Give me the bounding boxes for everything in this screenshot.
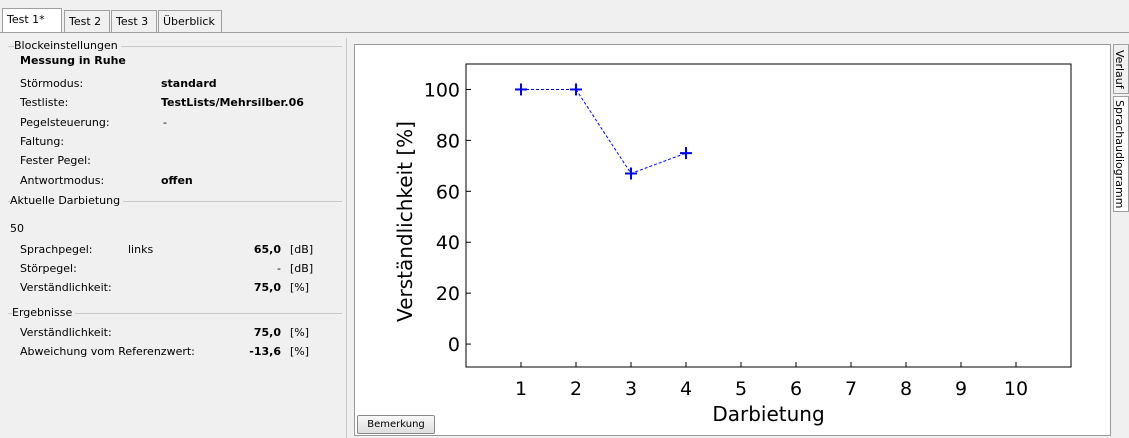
tab-sprachaudiogramm[interactable]: Sprachaudiogramm: [1113, 96, 1129, 212]
deviation-label: Abweichung vom Referenzwert:: [20, 345, 195, 358]
plot-frame: [465, 63, 1072, 368]
x-tick-label: 4: [680, 378, 692, 400]
x-tick-label: 9: [955, 378, 967, 400]
results-intelligibility-label: Verständlichkeit:: [20, 326, 112, 339]
left-panel: Blockeinstellungen Messung in Ruhe Störm…: [8, 38, 347, 438]
antwortmodus-label: Antwortmodus:: [20, 174, 105, 187]
stoermodus-value: standard: [161, 77, 217, 90]
stoerpegel-label: Störpegel:: [20, 262, 77, 275]
pegelsteuerung-label: Pegelsteuerung:: [20, 116, 110, 129]
remark-button[interactable]: Bemerkung: [357, 415, 435, 434]
x-tick-label: 10: [1004, 378, 1028, 400]
tab-test-1[interactable]: Test 1*: [2, 8, 62, 33]
sprachpegel-side: links: [128, 243, 154, 256]
faltung-label: Faltung:: [20, 135, 65, 148]
antwortmodus-value: offen: [161, 174, 193, 187]
current-intelligibility-unit: [%]: [290, 281, 310, 294]
x-tick-label: 3: [625, 378, 637, 400]
series-line: [521, 88, 687, 175]
y-axis-label: Verständlichkeit [%]: [393, 121, 417, 322]
current-presentation-number: 50: [10, 222, 24, 235]
y-tick-label: 100: [424, 79, 460, 101]
deviation-value: -13,6: [249, 345, 281, 358]
testliste-value: TestLists/Mehrsilber.06: [161, 96, 304, 109]
x-tick-label: 6: [790, 378, 802, 400]
results-intelligibility-value: 75,0: [253, 326, 281, 339]
tab-verlauf[interactable]: Verlauf: [1113, 44, 1129, 94]
block-settings-title: Blockeinstellungen: [14, 39, 121, 52]
data-point-marker: [625, 167, 637, 180]
deviation-unit: [%]: [290, 345, 310, 358]
y-tick-label: 0: [448, 334, 460, 356]
data-point-marker: [570, 83, 582, 96]
x-tick-label: 2: [570, 378, 582, 400]
intelligibility-chart: 0 20 40 60 80 100 1 2 3 4 5 6 7 8 9 10 Darbietung Vers…: [393, 63, 1072, 426]
tab-test-2[interactable]: Test 2: [64, 10, 110, 32]
group-border: [8, 46, 342, 47]
testliste-label: Testliste:: [20, 96, 69, 109]
x-tick-label: 1: [515, 378, 527, 400]
current-intelligibility-value: 75,0: [253, 281, 281, 294]
results-title: Ergebnisse: [12, 306, 76, 319]
sprachpegel-value: 65,0: [253, 243, 281, 256]
data-point-marker: [515, 83, 527, 96]
results-intelligibility-unit: [%]: [290, 326, 310, 339]
stoermodus-label: Störmodus:: [20, 77, 84, 90]
tab-ueberblick[interactable]: Überblick: [158, 10, 222, 32]
block-heading: Messung in Ruhe: [20, 54, 126, 67]
x-tick-label: 5: [735, 378, 747, 400]
tab-divider: [0, 32, 1129, 33]
x-tick-label: 8: [900, 378, 912, 400]
y-tick-label: 40: [436, 232, 460, 254]
x-axis-label: Darbietung: [712, 402, 824, 426]
pegelsteuerung-value: -: [163, 116, 167, 129]
stoerpegel-unit: [dB]: [290, 262, 314, 275]
panel-separator: [346, 38, 347, 438]
fester-pegel-label: Fester Pegel:: [20, 154, 91, 167]
current-presentation-title: Aktuelle Darbietung: [10, 194, 124, 207]
y-tick-label: 20: [436, 283, 460, 305]
tab-test-3[interactable]: Test 3: [111, 10, 157, 32]
y-tick-label: 60: [436, 181, 460, 203]
sprachpegel-unit: [dB]: [290, 243, 314, 256]
stoerpegel-value: -: [277, 262, 281, 275]
y-tick-label: 80: [436, 130, 460, 152]
chart-container: 0 20 40 60 80 100 1 2 3 4 5 6 7 8 9 10 Darbietung Vers…: [354, 44, 1111, 436]
current-intelligibility-label: Verständlichkeit:: [20, 281, 112, 294]
group-border: [8, 313, 342, 314]
data-point-marker: [680, 147, 692, 160]
group-border: [8, 201, 342, 202]
sprachpegel-label: Sprachpegel:: [20, 243, 93, 256]
x-tick-label: 7: [845, 378, 857, 400]
tab-bar: Test 1* Test 2 Test 3 Überblick: [0, 0, 1129, 38]
